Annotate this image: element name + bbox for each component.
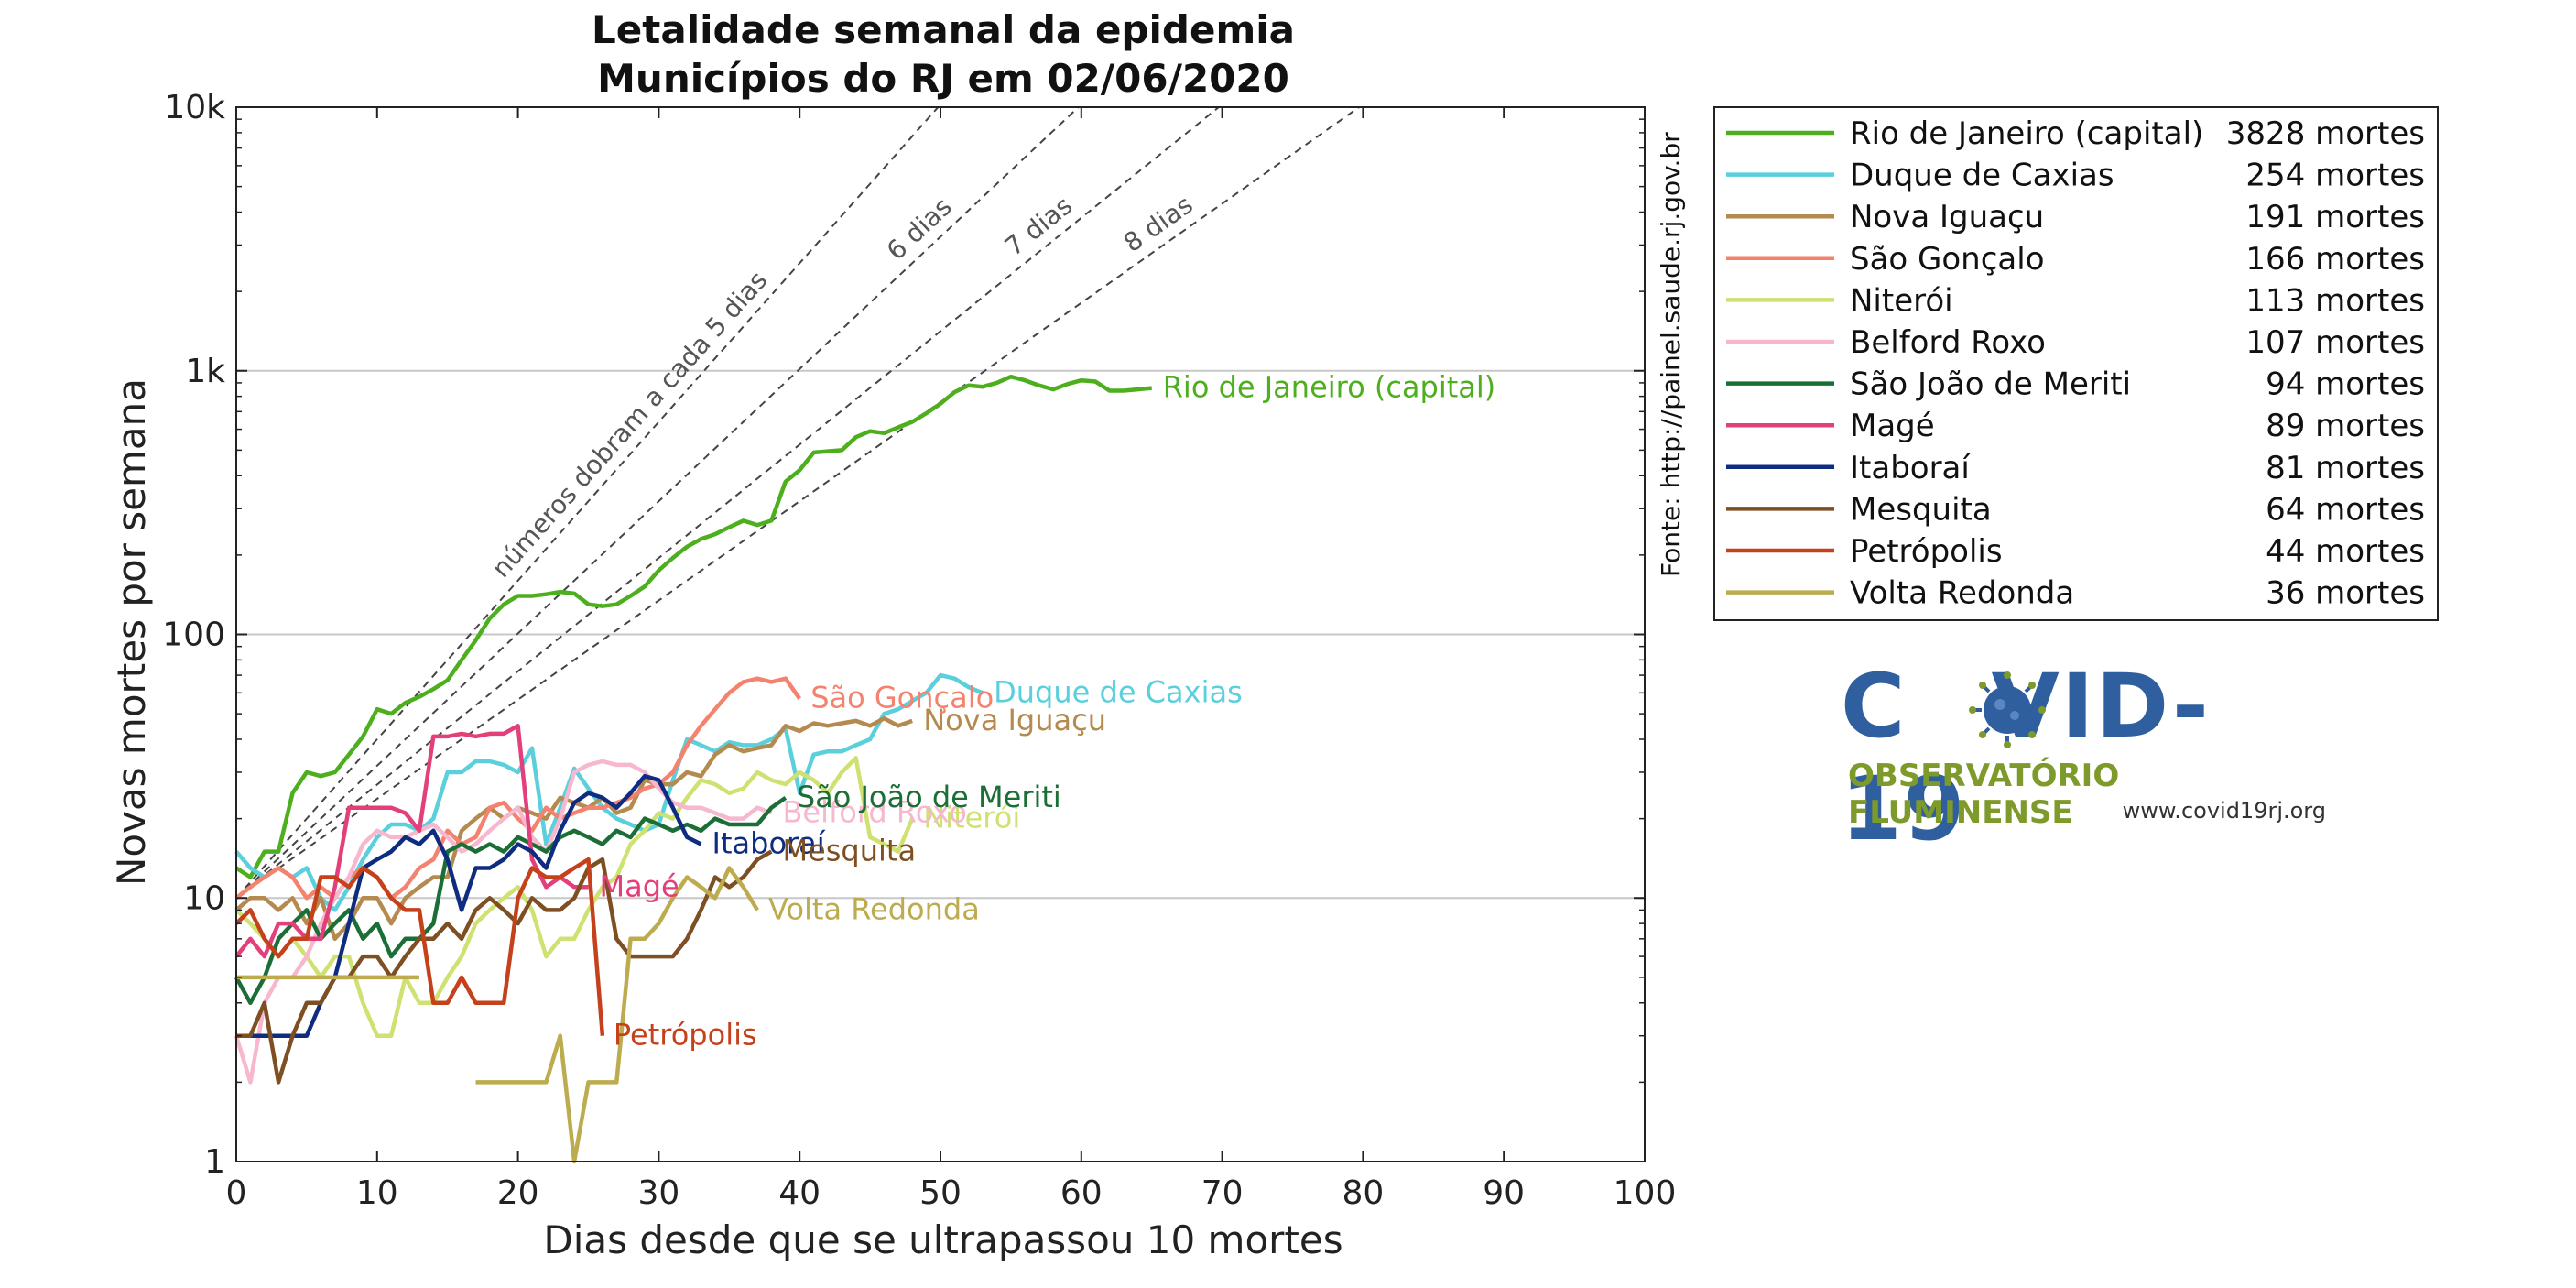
series-lines [234, 374, 1152, 1164]
x-tick-label: 0 [226, 1174, 247, 1212]
x-tick-label: 90 [1483, 1174, 1525, 1212]
x-tick-label: 60 [1060, 1174, 1103, 1212]
series-line [234, 756, 915, 1038]
reference-line-label: 8 dias [1118, 190, 1199, 258]
series-line [234, 672, 984, 912]
x-tick-label: 20 [497, 1174, 539, 1212]
legend-series-name: São Gonçalo [1850, 241, 2045, 278]
x-tick-label: 10 [356, 1174, 398, 1212]
series-line [234, 857, 605, 1036]
y-tick-label: 10k [164, 89, 225, 126]
legend-series-name: Itaboraí [1850, 450, 1971, 486]
series-line [236, 773, 702, 1038]
legend: Rio de Janeiro (capital) 3828 mortes Duque… [1713, 106, 2439, 621]
legend-series-deaths: 81 mortes [2266, 450, 2425, 486]
series-end-label: Mesquita [782, 834, 916, 868]
logo-title-left: C [1841, 655, 1908, 758]
legend-series-deaths: 89 mortes [2266, 408, 2425, 444]
legend-series-deaths: 166 mortes [2245, 241, 2425, 278]
legend-series-name: Duque de Caxias [1850, 158, 2114, 194]
chart-title: Letalidade semanal da epidemia [592, 7, 1295, 52]
legend-series-deaths: 254 mortes [2245, 158, 2425, 194]
series-end-label: Volta Redonda [768, 891, 980, 926]
x-tick-label: 50 [919, 1174, 962, 1212]
series-line [234, 795, 788, 1006]
x-tick-label: 100 [1614, 1174, 1677, 1212]
series-labels: Rio de Janeiro (capital)Duque de CaxiasN… [600, 370, 1496, 1053]
legend-frame [1713, 106, 2439, 621]
series-line [234, 724, 589, 959]
series-end-label: Magé [600, 868, 679, 903]
source-note: Fonte: http://painel.saude.rj.gov.br [1656, 132, 1686, 577]
legend-series-name: Niterói [1850, 282, 1953, 319]
legend-series-name: Mesquita [1850, 491, 1992, 528]
logo-url: www.covid19rj.org [2122, 798, 2326, 824]
series-end-label: Nova Iguaçu [923, 703, 1106, 737]
legend-series-name: Magé [1850, 408, 1935, 444]
chart-subtitle: Municípios do RJ em 02/06/2020 [597, 56, 1289, 101]
legend-series-name: Nova Iguaçu [1850, 199, 2044, 235]
legend-series-name: Rio de Janeiro (capital) [1850, 115, 2203, 152]
covid19-logo: C VID-19 OBSERVATÓRIO FLUMINENSE www.covi… [1841, 655, 2335, 860]
y-tick-label: 1 [204, 1143, 225, 1181]
reference-line [236, 107, 940, 899]
x-tick-label: 80 [1342, 1174, 1384, 1212]
y-tick-label: 100 [162, 617, 225, 654]
legend-series-deaths: 36 mortes [2266, 575, 2425, 612]
series-end-label: Duque de Caxias [994, 674, 1243, 709]
series-line [234, 676, 802, 901]
legend-series-deaths: 113 mortes [2245, 282, 2425, 319]
legend-series-deaths: 44 mortes [2266, 533, 2425, 570]
y-axis-label: Novas mortes por semana [109, 378, 154, 886]
legend-series-name: São João de Meriti [1850, 366, 2131, 403]
legend-series-deaths: 64 mortes [2266, 491, 2425, 528]
x-axis-label: Dias desde que se ultrapassou 10 mortes [543, 1217, 1342, 1262]
x-tick-label: 70 [1201, 1174, 1244, 1212]
series-end-label: Belford Roxo [782, 795, 966, 830]
legend-series-deaths: 191 mortes [2245, 199, 2425, 235]
series-end-label: Petrópolis [614, 1018, 757, 1053]
legend-series-name: Petrópolis [1850, 533, 2003, 570]
legend-series-deaths: 94 mortes [2266, 366, 2425, 403]
virus-icon [1969, 671, 2046, 748]
reference-line-label: números dobram a cada 5 dias [485, 265, 773, 584]
axis-ticks: 1 10 100 1k 10k 0 10 20 30 40 50 60 70 80 90 100 [162, 89, 1676, 1212]
series-line [236, 849, 773, 1085]
logo-subtitle: OBSERVATÓRIO FLUMINENSE [1848, 758, 2120, 831]
series-line [234, 374, 1152, 879]
reference-line-label: 6 dias [881, 191, 958, 267]
series-end-label: Niterói [923, 801, 1020, 835]
series-end-label: São João de Meriti [797, 780, 1061, 814]
x-tick-label: 40 [778, 1174, 821, 1212]
y-tick-label: 10 [183, 879, 225, 917]
legend-series-name: Belford Roxo [1850, 324, 2046, 361]
legend-series-deaths: 107 mortes [2245, 324, 2425, 361]
reference-line [236, 107, 1080, 899]
series-end-label: São Gonçalo [810, 681, 994, 715]
y-tick-label: 1k [185, 353, 225, 390]
x-tick-label: 30 [637, 1174, 679, 1212]
reference-line [236, 107, 1360, 900]
series-end-label: Rio de Janeiro (capital) [1163, 370, 1496, 405]
legend-series-deaths: 3828 mortes [2226, 115, 2425, 152]
series-line [236, 866, 760, 1164]
legend-series-name: Volta Redonda [1850, 575, 2074, 612]
series-end-label: Itaboraí [712, 826, 826, 861]
reference-line [236, 107, 1220, 900]
